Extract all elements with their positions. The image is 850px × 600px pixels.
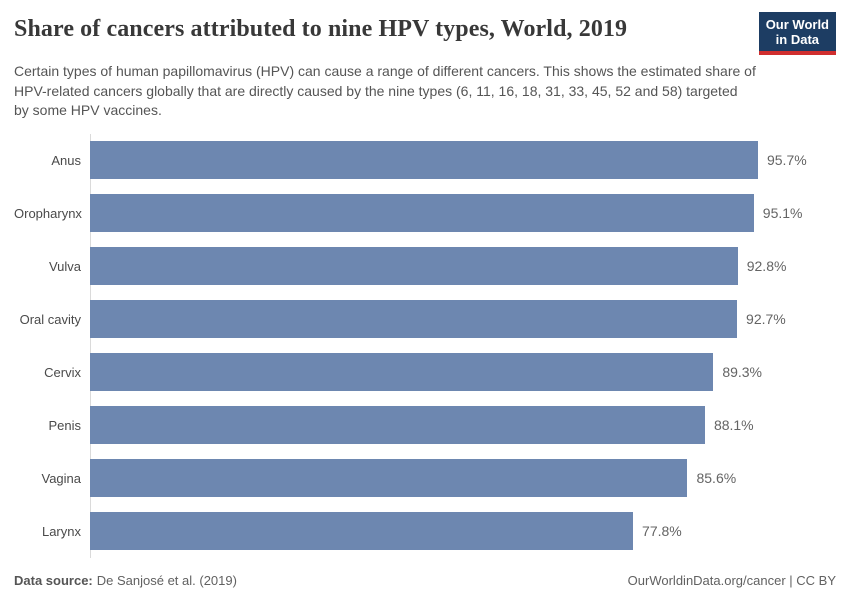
category-label: Cervix <box>44 364 81 380</box>
value-label: 95.7% <box>766 152 807 168</box>
bar-plot-area: 95.1% <box>90 194 836 232</box>
value-label: 92.8% <box>746 258 787 274</box>
bar-row: Penis 88.1% <box>14 399 836 452</box>
owid-logo-line2: in Data <box>775 32 820 47</box>
value-label: 92.7% <box>746 311 786 327</box>
category-label: Vagina <box>41 470 81 486</box>
bar-row: Anus 95.7% <box>14 134 836 187</box>
chart-subtitle: Certain types of human papillomavirus (H… <box>14 63 756 118</box>
page-title: Share of cancers attributed to nine HPV … <box>14 16 628 42</box>
bar-plot-area: 88.1% <box>90 406 836 444</box>
bar-plot-area: 95.7% <box>90 141 836 179</box>
bar-row: Oral cavity 92.7% <box>14 293 836 346</box>
bar[interactable] <box>90 300 738 338</box>
bar-plot-area: 85.6% <box>90 459 836 497</box>
bar-plot-area: 92.8% <box>90 247 836 285</box>
chart-header: Share of cancers attributed to nine HPV … <box>14 12 836 121</box>
bar[interactable] <box>90 406 705 444</box>
bar[interactable] <box>90 353 714 391</box>
category-label: Larynx <box>41 523 81 539</box>
bar-row: Larynx 77.8% <box>14 505 836 558</box>
data-source-value: De Sanjosé et al. (2019) <box>96 572 237 588</box>
category-label: Anus <box>51 152 81 168</box>
category-label: Vulva <box>48 258 81 274</box>
value-label: 88.1% <box>713 417 754 433</box>
owid-logo: Our World in Data <box>758 12 836 55</box>
bar-plot-area: 89.3% <box>90 353 836 391</box>
category-label: Oropharynx <box>14 205 82 221</box>
value-label: 77.8% <box>642 523 682 539</box>
chart-footer: Data source: De Sanjosé et al. (2019) Our… <box>14 573 836 588</box>
bar[interactable] <box>90 194 754 232</box>
bar[interactable] <box>90 247 738 285</box>
bar-rows-container: Anus 95.7% Oropharynx 95.1% Vulva 92.8% Oral c… <box>14 134 836 558</box>
value-label: 89.3% <box>722 364 763 380</box>
data-source-label: Data source: <box>14 572 93 588</box>
bar[interactable] <box>90 459 688 497</box>
bar-plot-area: 77.8% <box>90 512 836 550</box>
bar-row: Vagina 85.6% <box>14 452 836 505</box>
y-axis-line <box>90 133 91 558</box>
data-source: Data source: De Sanjosé et al. (2019) <box>14 573 237 588</box>
bar[interactable] <box>90 512 634 550</box>
bar-chart: Anus 95.7% Oropharynx 95.1% Vulva 92.8% Oral c… <box>14 133 836 558</box>
bar-row: Oropharynx 95.1% <box>14 187 836 240</box>
category-label: Penis <box>48 417 81 433</box>
owid-logo-line1: Our World <box>765 17 829 32</box>
bar[interactable] <box>90 141 758 179</box>
bar-plot-area: 92.7% <box>90 300 836 338</box>
value-label: 85.6% <box>696 470 737 486</box>
bar-row: Cervix 89.3% <box>14 346 836 399</box>
citation-link[interactable]: OurWorldinData.org/cancer | CC BY <box>627 572 836 588</box>
category-label: Oral cavity <box>19 311 81 327</box>
value-label: 95.1% <box>762 205 803 221</box>
bar-row: Vulva 92.8% <box>14 240 836 293</box>
